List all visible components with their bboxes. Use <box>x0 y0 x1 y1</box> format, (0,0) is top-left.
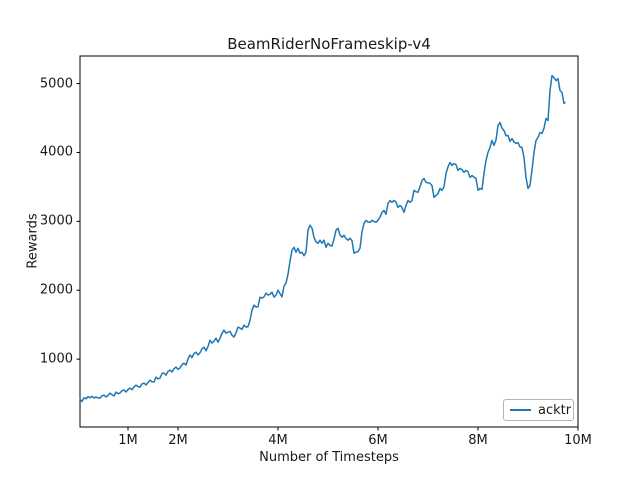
x-tick-label: 1M <box>118 433 138 448</box>
legend-line-sample <box>510 409 531 411</box>
y-tick-label: 4000 <box>39 144 73 160</box>
chart-title: BeamRiderNoFrameskip-v4 <box>227 35 431 53</box>
y-tick-label: 1000 <box>39 351 73 367</box>
legend-box: acktr <box>503 399 574 421</box>
y-tick-label: 2000 <box>39 282 73 298</box>
legend-entry-label: acktr <box>538 402 572 418</box>
series-line-acktr <box>79 74 566 403</box>
y-tick-label: 3000 <box>39 213 73 229</box>
axes-frame <box>79 55 579 428</box>
y-tick-label: 5000 <box>39 76 73 92</box>
y-axis-label: Rewards <box>25 213 41 269</box>
x-tick-label: 2M <box>168 433 188 448</box>
x-tick-label: 10M <box>564 433 592 448</box>
data-series <box>79 74 566 403</box>
x-tick-label: 6M <box>368 433 388 448</box>
x-tick-label: 4M <box>268 433 288 448</box>
x-tick-label: 8M <box>468 433 488 448</box>
axis-ticks <box>76 83 579 431</box>
x-axis-label: Number of Timesteps <box>259 450 399 465</box>
